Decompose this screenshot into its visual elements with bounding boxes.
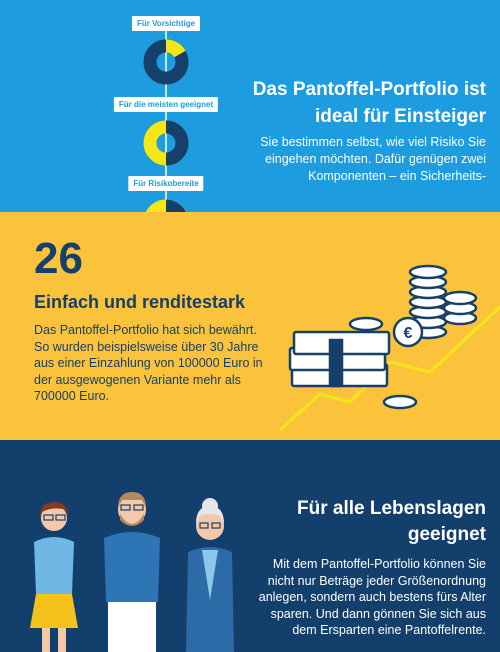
intro-title: Das Pantoffel-Portfolio ist ideal für Ei… <box>186 76 486 130</box>
returns-section: 26 Einfach und renditestark Das Pantoffe… <box>0 212 500 440</box>
intro-section: Für Vorsichtige Für die meisten geeignet… <box>0 0 500 212</box>
intro-title-line2: ideal für Einsteiger <box>314 106 486 127</box>
donut-risk-takers <box>145 199 187 212</box>
woman-icon <box>30 502 78 652</box>
lifestages-section: Für alle Lebenslagen geeignet Mit dem Pa… <box>0 440 500 652</box>
intro-body: Sie bestimmen selbst, wie viel Risiko Si… <box>260 135 486 183</box>
euro-coin-icon: € <box>392 316 424 348</box>
coin-stack-icon <box>348 264 478 410</box>
lifestages-title: Für alle Lebenslagen geeignet <box>266 496 486 548</box>
donut-cautious <box>143 39 189 85</box>
returns-title: Einfach und renditestark <box>34 292 246 312</box>
euro-symbol: € <box>404 325 413 342</box>
money-illustration: € <box>280 264 500 432</box>
returns-body: Das Pantoffel-Portfolio hat sich bewährt… <box>34 323 263 403</box>
lifestages-title-line2: geeignet <box>407 524 486 545</box>
label-cautious: Für Vorsichtige <box>131 16 201 31</box>
label-risk-takers: Für Risikobereite <box>128 176 204 191</box>
big-number: 26 <box>34 234 83 283</box>
donut-most-suitable <box>143 120 189 166</box>
banknotes-icon <box>288 330 391 388</box>
intro-title-line1: Das Pantoffel-Portfolio ist <box>252 79 486 100</box>
label-most-suitable: Für die meisten geeignet <box>113 97 219 112</box>
senior-woman-icon <box>186 498 234 652</box>
lifestages-title-line1: Für alle Lebenslagen <box>297 498 486 519</box>
man-icon <box>104 492 160 652</box>
lifestages-body: Mit dem Pantoffel-Portfolio können Sie n… <box>258 557 486 637</box>
people-illustration <box>30 492 234 652</box>
